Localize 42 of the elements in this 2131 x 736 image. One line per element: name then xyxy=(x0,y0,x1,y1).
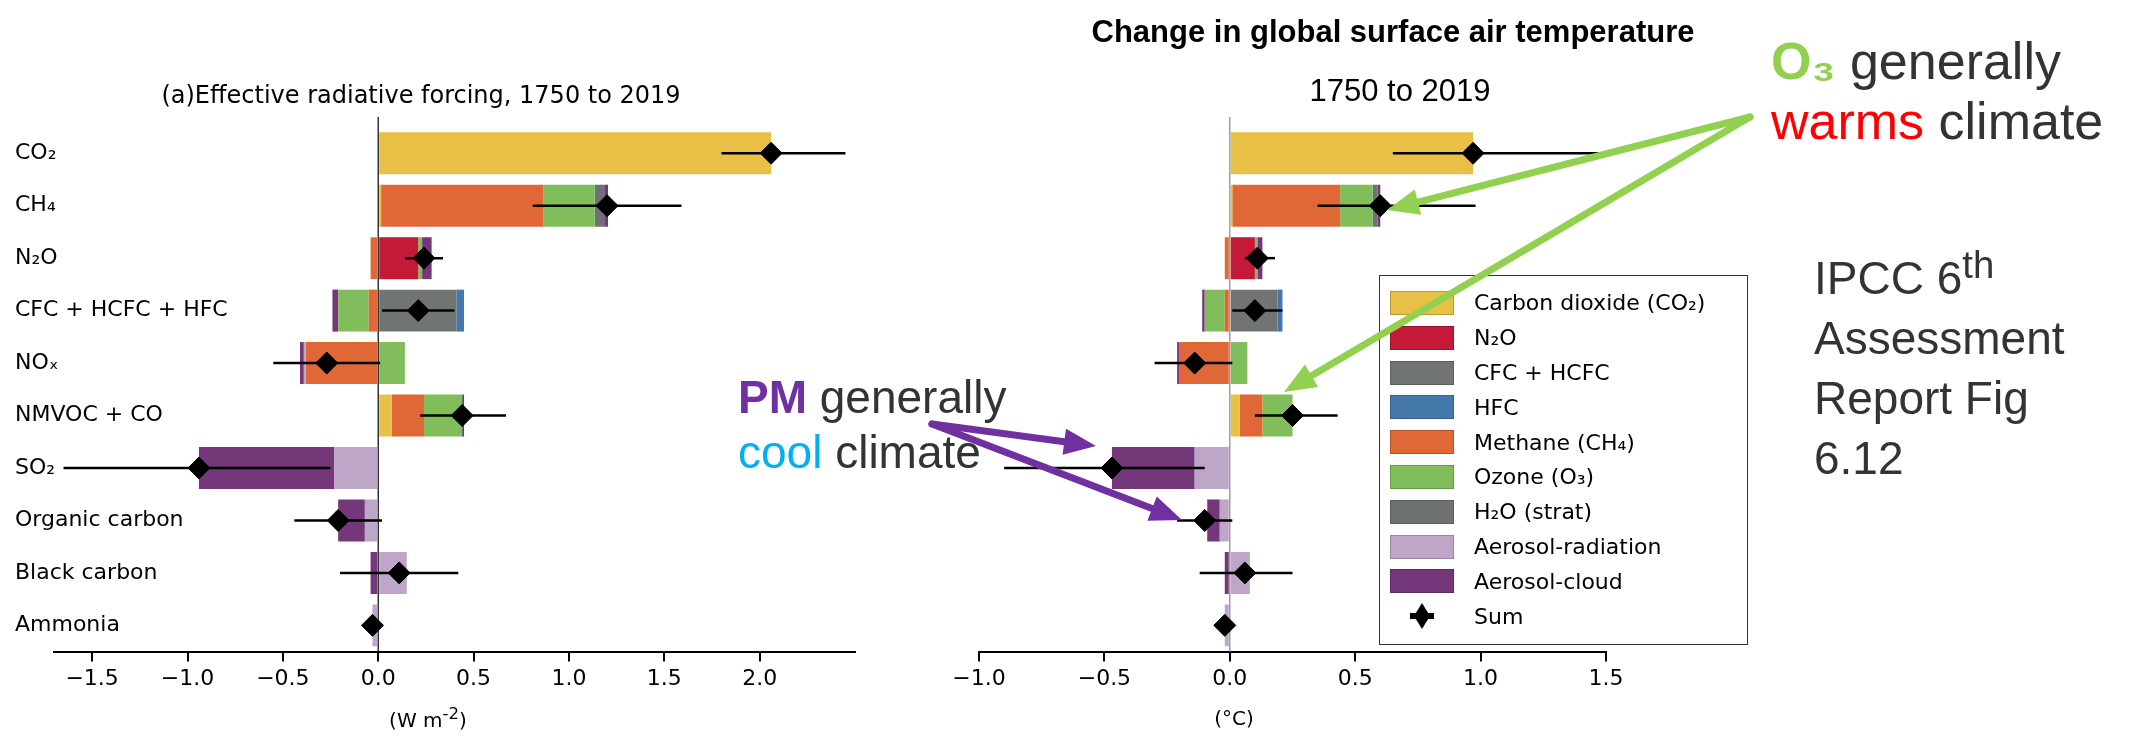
y-tick-label: NMVOC + CO xyxy=(15,401,163,427)
y-tick-label: CO₂ xyxy=(15,138,57,164)
x-tick-label: 1.0 xyxy=(1463,664,1499,690)
legend-label: Sum xyxy=(1474,603,1524,629)
text: IPCC 6$^{th}$ Assessment Report Fig 6.12 xyxy=(1814,242,2066,486)
y-tick-label: SO₂ xyxy=(15,453,56,479)
x-tick-label: 2.0 xyxy=(742,664,778,690)
annotation: PM generally cool climate xyxy=(738,371,1007,479)
legend-label: CFC + HCFC xyxy=(1474,360,1610,386)
text: O₃ generally warms climate xyxy=(1771,32,2104,150)
x-tick-label: 1.5 xyxy=(646,664,682,690)
legend-label: H₂O (strat) xyxy=(1474,499,1593,525)
chart-subtitle: 1750 to 2019 xyxy=(1309,73,1491,109)
x-tick-label: −1.5 xyxy=(65,664,119,690)
y-tick-label: CH₄ xyxy=(15,191,56,217)
x-tick-label: 1.0 xyxy=(551,664,587,690)
y-tick-label: N₂O xyxy=(15,243,58,269)
legend-label: Carbon dioxide (CO₂) xyxy=(1474,290,1706,316)
x-tick-label: 0.5 xyxy=(456,664,492,690)
y-tick-label: CFC + HCFC + HFC xyxy=(15,296,228,322)
x-axis-title: (W m$^{-2}$) xyxy=(389,704,467,732)
x-tick-label: 1.5 xyxy=(1588,664,1624,690)
legend-label: Aerosol-cloud xyxy=(1474,568,1623,594)
legend-label: Methane (CH₄) xyxy=(1474,429,1635,455)
chart-title: (a)Effective radiative forcing, 1750 to 2019 xyxy=(161,81,681,109)
chart-title: Change in global surface air temperature xyxy=(1091,14,1695,50)
x-tick-label: 0.0 xyxy=(360,664,396,690)
legend-label: N₂O xyxy=(1474,325,1517,351)
y-tick-label: Ammonia xyxy=(15,611,120,637)
x-tick-label: 0.5 xyxy=(1337,664,1373,690)
x-tick-label: −1.0 xyxy=(160,664,215,690)
y-tick-label: Black carbon xyxy=(15,558,158,584)
x-tick-label: 0.0 xyxy=(1212,664,1248,690)
legend-label: Ozone (O₃) xyxy=(1474,464,1595,490)
y-tick-label: Organic carbon xyxy=(15,506,184,532)
x-tick-label: −0.5 xyxy=(1077,664,1132,690)
x-axis-title: (°C) xyxy=(1214,706,1254,730)
x-tick-label: −1.0 xyxy=(952,664,1006,690)
legend-label: HFC xyxy=(1474,394,1519,420)
legend-label: Aerosol-radiation xyxy=(1474,534,1662,560)
x-tick-label: −0.5 xyxy=(256,664,310,690)
y-tick-label: NOₓ xyxy=(15,348,59,374)
